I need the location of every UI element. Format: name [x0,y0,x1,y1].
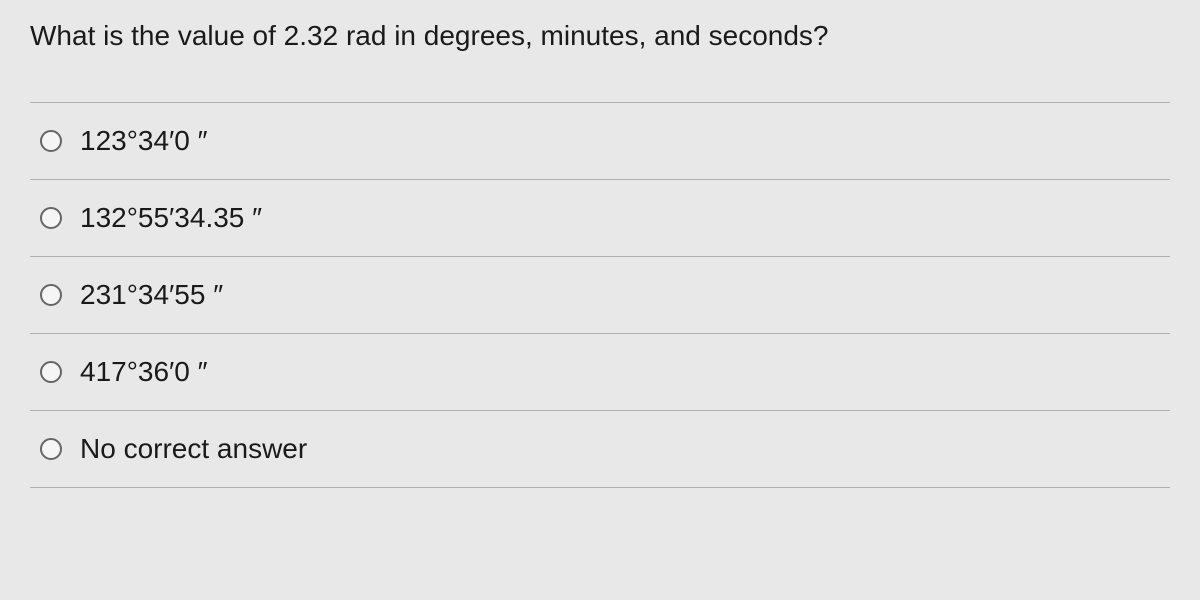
option-label: 132°55′34.35 ″ [80,202,262,234]
option-row[interactable]: 231°34′55 ″ [30,257,1170,334]
option-label: No correct answer [80,433,307,465]
options-list: 123°34′0 ″ 132°55′34.35 ″ 231°34′55 ″ 41… [30,102,1170,488]
option-row[interactable]: 132°55′34.35 ″ [30,180,1170,257]
option-row[interactable]: No correct answer [30,411,1170,488]
option-label: 417°36′0 ″ [80,356,208,388]
radio-icon[interactable] [40,207,62,229]
option-row[interactable]: 417°36′0 ″ [30,334,1170,411]
option-row[interactable]: 123°34′0 ″ [30,103,1170,180]
option-label: 123°34′0 ″ [80,125,208,157]
radio-icon[interactable] [40,284,62,306]
radio-icon[interactable] [40,130,62,152]
radio-icon[interactable] [40,361,62,383]
radio-icon[interactable] [40,438,62,460]
question-text: What is the value of 2.32 rad in degrees… [30,20,1170,52]
option-label: 231°34′55 ″ [80,279,223,311]
